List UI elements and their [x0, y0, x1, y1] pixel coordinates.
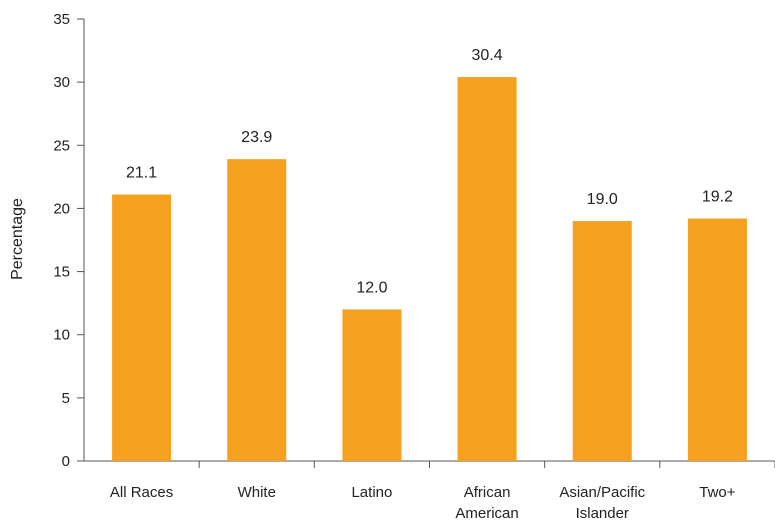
y-axis-title: Percentage: [9, 198, 26, 280]
bar: [227, 159, 287, 462]
data-label: 12.0: [356, 279, 387, 296]
bar: [112, 194, 172, 461]
bar: [687, 218, 747, 461]
category-label: Latino: [351, 484, 392, 501]
y-tick-label: 10: [53, 327, 70, 344]
y-tick-label: 15: [53, 264, 70, 281]
x-ticks: [198, 461, 775, 468]
axes: [83, 19, 775, 462]
data-label: 19.0: [587, 191, 618, 208]
y-ticks: 0 5 10 15 20 25 30 35: [53, 11, 84, 470]
category-label: Asian/Pacific Islander: [559, 484, 645, 522]
bars: [112, 77, 747, 462]
data-label: 21.1: [126, 165, 157, 182]
y-tick-label: 0: [62, 453, 70, 470]
y-tick-label: 20: [53, 200, 70, 217]
category-label: All Races: [110, 484, 173, 501]
bar: [572, 221, 632, 461]
data-label: 19.2: [702, 189, 733, 206]
y-tick-label: 30: [53, 74, 70, 91]
bar: [342, 309, 402, 461]
bar: [457, 77, 517, 461]
category-label: Two+: [699, 484, 736, 501]
data-label: 23.9: [241, 129, 272, 146]
category-label: African American: [455, 484, 518, 522]
y-tick-label: 35: [53, 11, 70, 28]
y-tick-label: 5: [62, 390, 70, 407]
y-tick-label: 25: [53, 137, 70, 154]
data-labels: 21.1 23.9 12.0 30.4 19.0 19.2: [126, 47, 733, 296]
category-labels: All Races White Latino African American Asian…: [110, 484, 736, 522]
category-label: White: [238, 484, 276, 501]
data-label: 30.4: [472, 47, 503, 64]
